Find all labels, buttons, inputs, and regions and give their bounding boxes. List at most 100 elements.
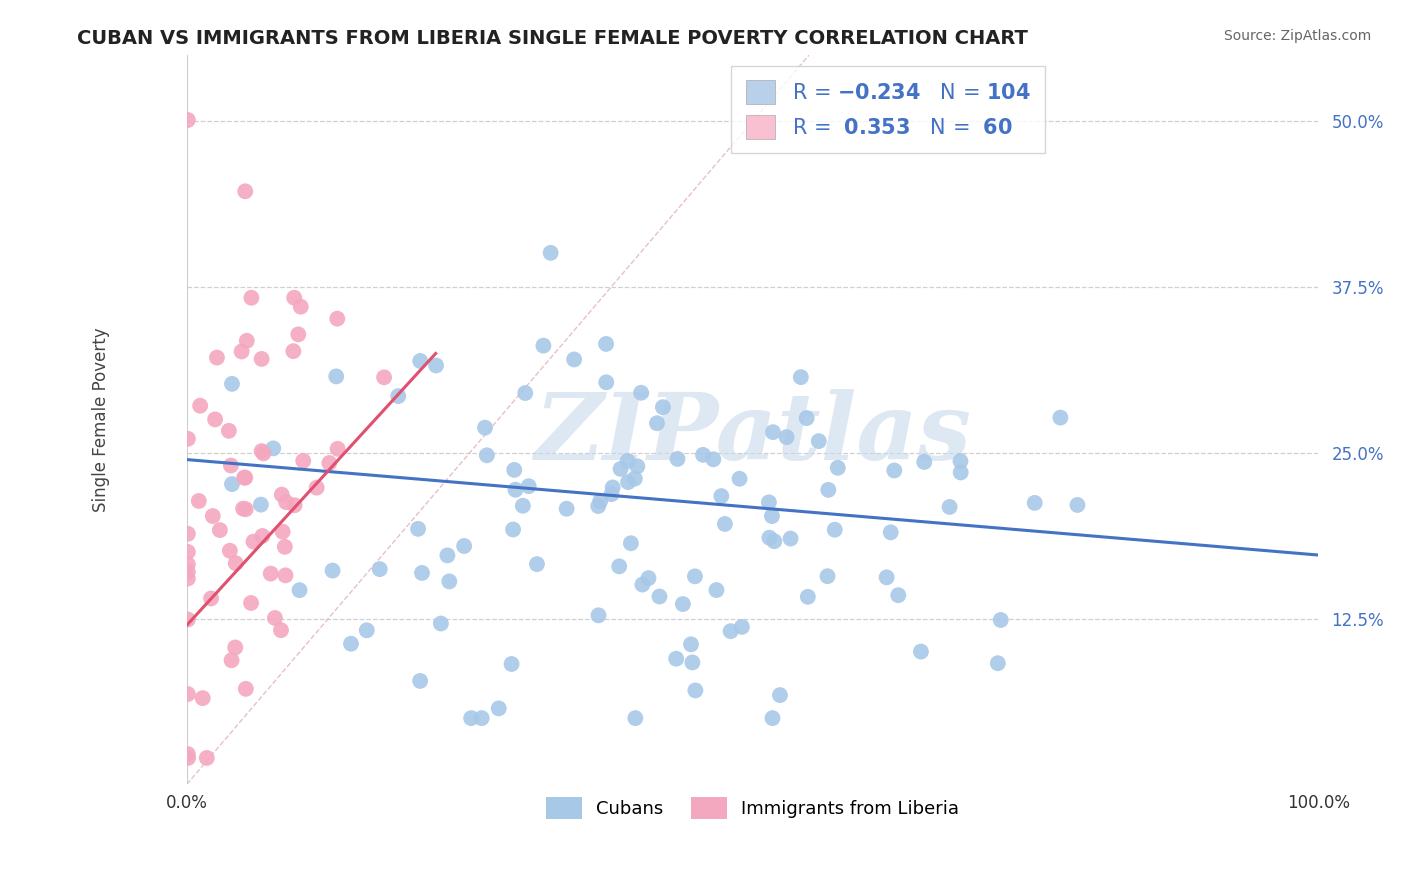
- Point: [221, 653, 243, 667]
- Point: [411, 566, 433, 580]
- Point: [540, 245, 562, 260]
- Point: [555, 501, 578, 516]
- Point: [488, 701, 510, 715]
- Point: [288, 583, 311, 598]
- Point: [824, 523, 846, 537]
- Point: [409, 673, 432, 688]
- Point: [758, 495, 780, 509]
- Point: [373, 370, 395, 384]
- Point: [501, 657, 523, 671]
- Point: [453, 539, 475, 553]
- Point: [666, 451, 689, 466]
- Point: [817, 569, 839, 583]
- Point: [318, 456, 340, 470]
- Point: [531, 338, 554, 352]
- Point: [631, 577, 654, 591]
- Point: [409, 354, 432, 368]
- Legend: Cubans, Immigrants from Liberia: Cubans, Immigrants from Liberia: [538, 790, 966, 827]
- Point: [406, 522, 429, 536]
- Point: [430, 616, 453, 631]
- Point: [790, 370, 813, 384]
- Point: [949, 466, 972, 480]
- Point: [526, 557, 548, 571]
- Point: [624, 711, 647, 725]
- Point: [177, 687, 200, 701]
- Point: [720, 624, 742, 639]
- Point: [1024, 496, 1046, 510]
- Point: [679, 637, 702, 651]
- Point: [949, 454, 972, 468]
- Point: [439, 574, 461, 589]
- Point: [221, 376, 243, 391]
- Point: [264, 611, 287, 625]
- Point: [714, 516, 737, 531]
- Point: [762, 425, 785, 439]
- Point: [262, 442, 284, 456]
- Point: [880, 525, 903, 540]
- Point: [219, 458, 242, 473]
- Y-axis label: Single Female Poverty: Single Female Poverty: [93, 327, 110, 512]
- Point: [620, 536, 643, 550]
- Point: [681, 656, 703, 670]
- Point: [607, 559, 630, 574]
- Point: [436, 549, 458, 563]
- Point: [177, 432, 200, 446]
- Point: [191, 691, 214, 706]
- Point: [990, 613, 1012, 627]
- Point: [648, 590, 671, 604]
- Point: [761, 711, 783, 725]
- Point: [260, 566, 283, 581]
- Point: [512, 499, 534, 513]
- Text: CUBAN VS IMMIGRANTS FROM LIBERIA SINGLE FEMALE POVERTY CORRELATION CHART: CUBAN VS IMMIGRANTS FROM LIBERIA SINGLE …: [77, 29, 1028, 47]
- Point: [177, 565, 200, 579]
- Point: [200, 591, 222, 606]
- Point: [827, 460, 849, 475]
- Point: [271, 524, 294, 539]
- Point: [702, 452, 724, 467]
- Point: [502, 523, 524, 537]
- Point: [600, 487, 623, 501]
- Point: [460, 711, 482, 725]
- Point: [232, 501, 254, 516]
- Point: [617, 475, 640, 490]
- Point: [218, 543, 240, 558]
- Point: [276, 495, 298, 509]
- Text: Source: ZipAtlas.com: Source: ZipAtlas.com: [1223, 29, 1371, 43]
- Point: [626, 459, 648, 474]
- Point: [912, 455, 935, 469]
- Point: [274, 540, 297, 554]
- Point: [231, 344, 253, 359]
- Point: [595, 337, 617, 351]
- Point: [356, 624, 378, 638]
- Text: ZIPatlas: ZIPatlas: [534, 390, 972, 479]
- Point: [425, 359, 447, 373]
- Point: [250, 444, 273, 458]
- Point: [796, 411, 818, 425]
- Point: [761, 509, 783, 524]
- Point: [595, 376, 617, 390]
- Point: [225, 556, 247, 570]
- Point: [910, 644, 932, 658]
- Point: [503, 463, 526, 477]
- Point: [651, 400, 673, 414]
- Point: [683, 569, 706, 583]
- Point: [287, 327, 309, 342]
- Point: [235, 681, 257, 696]
- Point: [177, 526, 200, 541]
- Point: [817, 483, 839, 497]
- Point: [326, 442, 349, 456]
- Point: [177, 571, 200, 585]
- Point: [218, 424, 240, 438]
- Point: [517, 479, 540, 493]
- Point: [205, 351, 228, 365]
- Point: [240, 291, 263, 305]
- Point: [797, 590, 820, 604]
- Point: [562, 352, 585, 367]
- Point: [177, 545, 200, 559]
- Point: [221, 477, 243, 491]
- Point: [240, 596, 263, 610]
- Point: [505, 483, 527, 497]
- Point: [769, 688, 792, 702]
- Point: [235, 502, 257, 516]
- Point: [252, 529, 274, 543]
